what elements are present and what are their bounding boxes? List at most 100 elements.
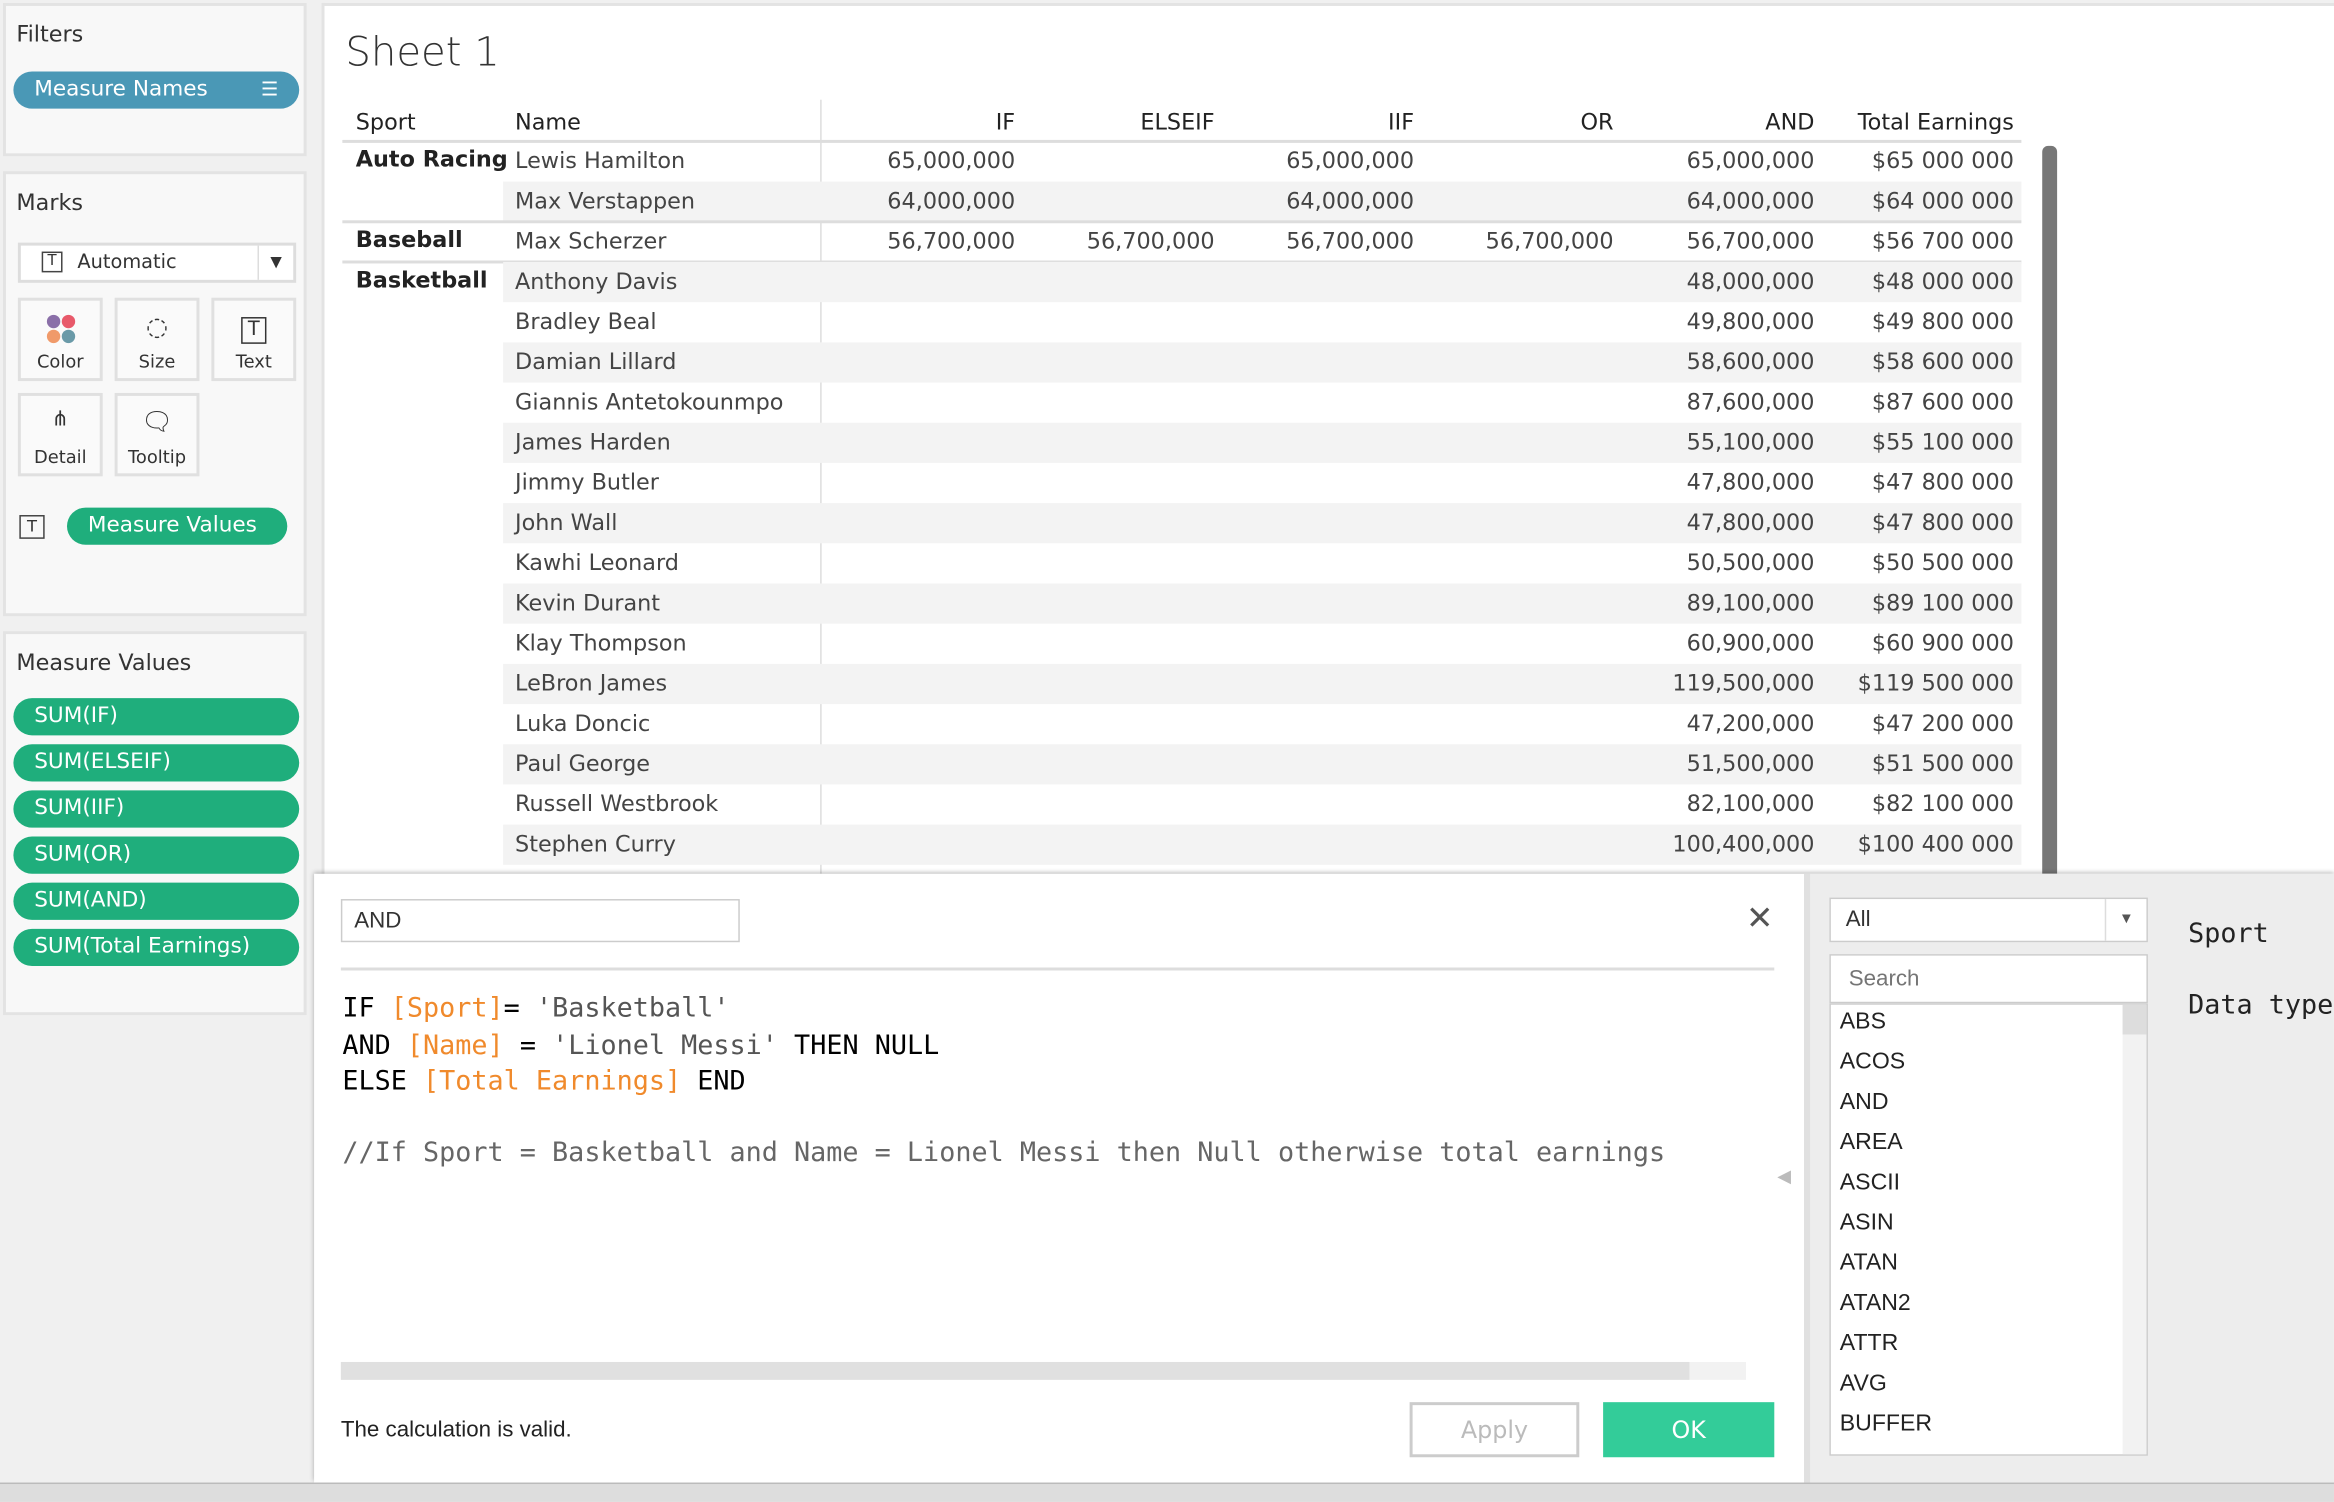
function-item[interactable]: ATAN	[1839, 1250, 1898, 1276]
function-item[interactable]: AREA	[1839, 1129, 1903, 1156]
tooltip-button[interactable]: 🗨 Tooltip	[114, 392, 200, 477]
measure-value-pill[interactable]: SUM(IIF)	[13, 790, 300, 828]
measure-names-filter-pill[interactable]: Measure Names ☰	[13, 71, 300, 109]
column-header[interactable]: OR	[1580, 108, 1614, 136]
table-row: Anthony Davis 48,000,000 $48 000 000	[503, 261, 2022, 303]
name-cell: Paul George	[515, 750, 651, 777]
function-item[interactable]: AVG	[1839, 1370, 1887, 1397]
value-cell: 65,000,000	[1286, 147, 1415, 175]
value-cell: 64,000,000	[1686, 187, 1815, 215]
mark-type-dropdown[interactable]: T Automatic ▼	[17, 242, 297, 283]
horizontal-scrollbar[interactable]	[340, 1361, 1747, 1380]
validation-status: The calculation is valid.	[340, 1417, 572, 1443]
group-divider	[342, 260, 2022, 264]
detail-label: Detail	[33, 446, 87, 468]
text-button[interactable]: T Text	[211, 297, 297, 382]
sort-icon: ☰	[260, 78, 279, 102]
value-cell: 56,700,000	[887, 227, 1016, 255]
table-row: Paul George 51,500,000 $51 500 000	[503, 744, 2022, 785]
keyword: THEN NULL	[777, 1030, 940, 1062]
column-header[interactable]: Total Earnings	[1857, 108, 2014, 136]
value-cell: $64 000 000	[1871, 187, 2014, 215]
name-cell: Luka Doncic	[515, 710, 651, 737]
value-cell: 64,000,000	[887, 187, 1016, 215]
field-ref: [Sport]	[390, 992, 504, 1025]
measure-values-text-pill[interactable]: Measure Values	[66, 507, 288, 545]
name-cell: Max Scherzer	[515, 227, 667, 255]
close-icon[interactable]: ✕	[1746, 900, 1774, 938]
column-header[interactable]: AND	[1765, 108, 1815, 136]
size-button[interactable]: ◌ Size	[114, 297, 200, 382]
value-cell: 89,100,000	[1686, 589, 1815, 617]
column-header[interactable]: ELSEIF	[1140, 108, 1215, 136]
name-cell: Kawhi Leonard	[515, 549, 679, 577]
color-icon	[21, 313, 100, 353]
value-cell: $48 000 000	[1871, 267, 2014, 295]
name-cell: Bradley Beal	[515, 308, 657, 335]
table-row: Kawhi Leonard 50,500,000 $50 500 000	[503, 543, 2021, 583]
function-item[interactable]: ASCII	[1839, 1169, 1901, 1196]
value-cell: 56,700,000	[1686, 227, 1815, 255]
table-row: LeBron James 119,500,000 $119 500 000	[503, 663, 2022, 705]
function-list-scrollbar[interactable]	[2122, 1004, 2147, 1455]
function-item[interactable]: ACOS	[1839, 1049, 1906, 1075]
function-item[interactable]: ABS	[1839, 1009, 1886, 1035]
measure-value-pill[interactable]: SUM(OR)	[13, 836, 300, 874]
collapse-panel-icon[interactable]: ◀	[1777, 1165, 1792, 1187]
function-item[interactable]: ATAN2	[1839, 1290, 1911, 1316]
value-cell: $65 000 000	[1871, 147, 2014, 175]
value-cell: 56,700,000	[1485, 227, 1614, 255]
measure-value-pill[interactable]: SUM(Total Earnings)	[13, 928, 300, 967]
function-item[interactable]: AND	[1839, 1089, 1889, 1115]
function-item[interactable]: ASIN	[1839, 1210, 1894, 1236]
value-cell: $47 200 000	[1871, 710, 2014, 737]
measure-values-card: Measure Values SUM(IF) SUM(ELSEIF) SUM(IIF…	[2, 631, 307, 1016]
function-category-dropdown[interactable]: All ▼	[1829, 897, 2148, 943]
divider	[340, 967, 1775, 971]
tooltip-icon: 🗨	[140, 407, 174, 438]
table-row: Luka Doncic 47,200,000 $47 200 000	[503, 704, 2021, 744]
column-header[interactable]: IIF	[1388, 108, 1415, 136]
value-cell: $55 100 000	[1871, 428, 2014, 456]
table-row: James Harden 55,100,000 $55 100 000	[503, 422, 2022, 463]
table-row: Giannis Antetokounmpo 87,600,000 $87 600 0…	[503, 383, 2021, 423]
table-row: Stephen Curry 100,400,000 $100 400 000	[503, 824, 2022, 865]
apply-button[interactable]: Apply	[1409, 1402, 1580, 1458]
value-cell: 47,800,000	[1686, 509, 1815, 536]
value-cell: $119 500 000	[1857, 669, 2014, 697]
name-cell: Klay Thompson	[515, 629, 687, 657]
column-header[interactable]: Sport	[355, 108, 416, 136]
function-item[interactable]: ATTR	[1839, 1330, 1899, 1357]
keyword: IF	[342, 992, 391, 1025]
table-row: Russell Westbrook 82,100,000 $82 100 000	[503, 784, 2021, 824]
value-cell: 87,600,000	[1686, 388, 1815, 416]
calculation-editor-dialog: ✕ IF [Sport]= 'Basketball' AND [Name] = …	[314, 873, 2334, 1483]
table-row: Klay Thompson 60,900,000 $60 900 000	[503, 624, 2021, 664]
text-encoding-icon: T	[19, 515, 45, 539]
measure-value-pill[interactable]: SUM(IF)	[13, 698, 300, 736]
name-cell: Stephen Curry	[515, 830, 676, 858]
table-row: Bradley Beal 49,800,000 $49 800 000	[503, 302, 2021, 342]
ok-button[interactable]: OK	[1603, 1402, 1775, 1458]
value-cell: 56,700,000	[1286, 227, 1415, 255]
chevron-down-icon: ▼	[2104, 899, 2147, 941]
column-divider	[820, 99, 822, 874]
filters-card: Filters Measure Names ☰	[2, 2, 307, 157]
table-row: Jimmy Butler 47,800,000 $47 800 000	[503, 463, 2021, 503]
measure-value-pill[interactable]: SUM(AND)	[13, 882, 300, 920]
value-cell: 100,400,000	[1672, 830, 1815, 858]
function-item[interactable]: BUFFER	[1839, 1411, 1933, 1437]
vertical-scrollbar[interactable]	[2042, 145, 2058, 891]
calculation-name-input[interactable]	[340, 899, 740, 943]
pill-label: Measure Names	[34, 77, 208, 102]
function-search-input[interactable]	[1829, 954, 2148, 1004]
color-button[interactable]: Color	[17, 297, 103, 382]
keyword: AND	[342, 1030, 407, 1062]
column-header[interactable]: IF	[995, 108, 1016, 136]
text-label: Text	[235, 351, 272, 373]
column-header[interactable]: Name	[515, 108, 581, 136]
measure-value-pill[interactable]: SUM(ELSEIF)	[13, 744, 300, 782]
name-cell: John Wall	[515, 509, 618, 536]
function-detail-type: Data type	[2188, 989, 2334, 1022]
detail-button[interactable]: ⋔ Detail	[17, 392, 103, 477]
